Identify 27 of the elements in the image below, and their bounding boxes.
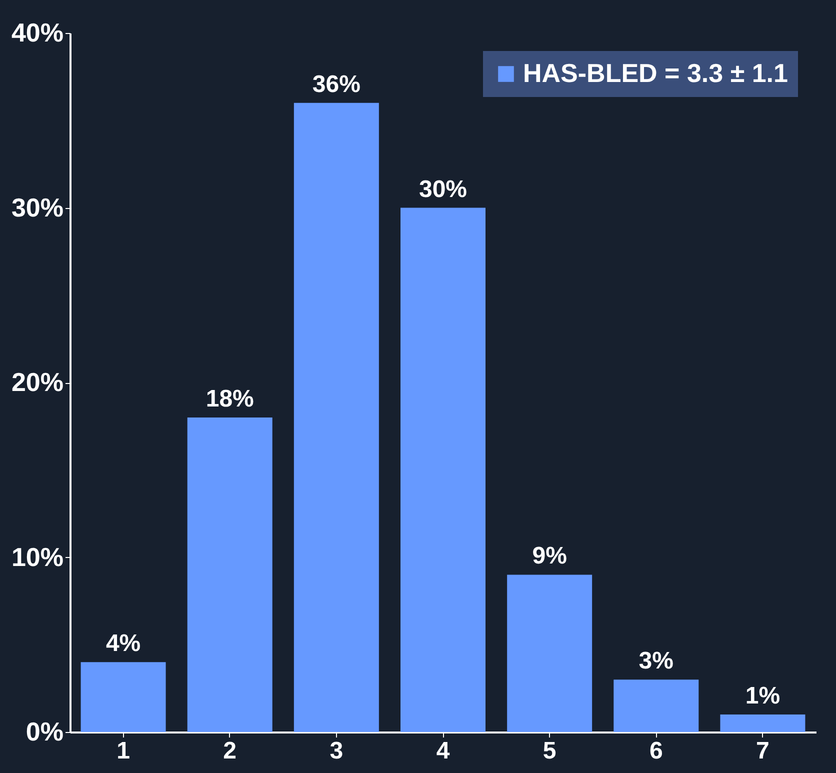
y-tick-label: 0% <box>26 716 64 746</box>
x-tick-label: 6 <box>649 738 663 764</box>
data-label: 36% <box>312 70 360 98</box>
x-tick-label: 1 <box>116 738 130 764</box>
x-tick-label: 5 <box>542 738 556 764</box>
y-tick-label: 10% <box>11 542 64 572</box>
bar <box>187 417 272 732</box>
y-tick-label: 40% <box>11 18 64 48</box>
data-label: 3% <box>638 648 674 675</box>
x-tick-label: 2 <box>223 738 237 764</box>
y-tick-label: 20% <box>11 367 64 397</box>
y-tick-label: 30% <box>11 192 64 222</box>
data-label: 18% <box>206 385 254 412</box>
bar <box>614 680 699 732</box>
data-label: 30% <box>418 176 468 203</box>
bar <box>400 208 486 732</box>
bar <box>720 714 806 732</box>
x-tick-label: 7 <box>756 738 770 764</box>
bar <box>294 102 379 732</box>
data-label: 1% <box>745 682 780 710</box>
bar <box>80 662 166 732</box>
x-tick-label: 3 <box>330 738 344 764</box>
data-label: 4% <box>106 630 141 658</box>
bar <box>507 574 592 732</box>
legend-label: HAS-BLED = 3.3 ± 1.1 <box>523 58 788 88</box>
x-tick-label: 4 <box>436 738 450 764</box>
data-label: 9% <box>532 542 567 570</box>
